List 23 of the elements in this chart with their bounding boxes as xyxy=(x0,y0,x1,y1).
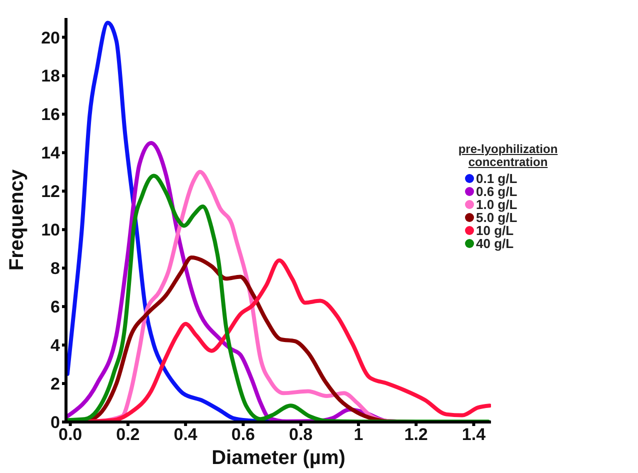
y-tick-label: 6 xyxy=(50,298,60,317)
y-tick-label: 2 xyxy=(50,374,60,394)
legend-label: 0.1 g/L xyxy=(476,171,518,186)
x-tick-label: 0.8 xyxy=(289,425,313,444)
y-tick-label: 10 xyxy=(41,220,60,240)
y-tick-label: 8 xyxy=(50,259,60,278)
x-tick-label: 1.4 xyxy=(462,425,486,444)
x-tick-label: 0.2 xyxy=(116,425,140,444)
x-tick-label: 0.6 xyxy=(231,425,256,444)
y-tick-label: 20 xyxy=(41,28,60,48)
x-tick-label: 1 xyxy=(354,425,364,444)
y-tick-label: 14 xyxy=(41,144,61,163)
y-tick-label: 4 xyxy=(50,336,61,356)
y-tick-label: 18 xyxy=(41,66,60,86)
y-axis-title: Frequency xyxy=(6,168,28,271)
x-tick-label: 0.4 xyxy=(174,425,198,444)
x-axis-title: Diameter (µm) xyxy=(212,447,346,469)
y-tick-label: 16 xyxy=(41,105,60,124)
y-tick-label: 0 xyxy=(50,413,60,432)
x-tick-label: 0.0 xyxy=(58,425,82,444)
y-tick-label: 12 xyxy=(41,182,60,202)
legend-title: pre-lyophilization concentration xyxy=(457,142,559,169)
x-tick-label: 1.2 xyxy=(404,425,428,444)
